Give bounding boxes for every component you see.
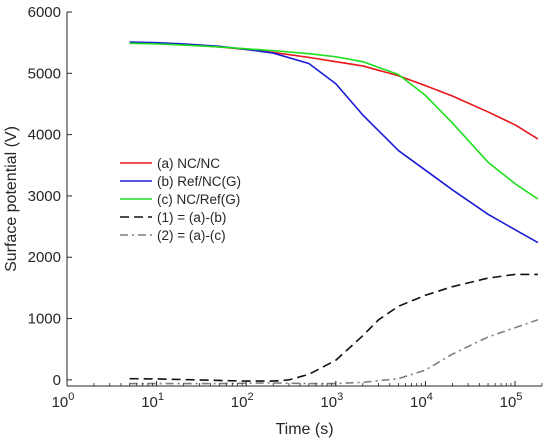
- series-line-2: [129, 41, 539, 244]
- axes: [66, 11, 543, 387]
- y-tick-label: 3000: [28, 188, 61, 205]
- legend-label-1: (a) NC/NC: [157, 156, 220, 171]
- x-tick-label: 101: [141, 391, 164, 411]
- series-line-3: [129, 42, 539, 200]
- y-tick-label: 2000: [28, 249, 61, 266]
- x-axis-label: Time (s): [275, 421, 333, 438]
- y-tick-label: 6000: [28, 4, 61, 21]
- x-tick-label: 105: [500, 391, 523, 411]
- legend-label-2: (b) Ref/NC(G): [157, 174, 241, 189]
- legend-label-3: (c) NC/Ref(G): [157, 192, 240, 207]
- y-tick-label: 1000: [28, 311, 61, 328]
- x-tick-label: 102: [231, 391, 254, 411]
- y-tick-label: 0: [53, 372, 61, 389]
- x-tick-label: 100: [52, 391, 75, 411]
- series-line-5: [129, 319, 539, 385]
- legend: (a) NC/NC (b) Ref/NC(G) (c) NC/Ref(G) (1) =…: [120, 156, 241, 243]
- y-axis-label: Surface potential (V): [3, 126, 20, 272]
- x-tick-label: 104: [410, 391, 433, 411]
- x-tick-label: 103: [320, 391, 343, 411]
- legend-label-4: (1) = (a)-(b): [157, 210, 226, 225]
- series-line-4: [129, 273, 538, 382]
- plot-area: [129, 41, 539, 385]
- y-tick-label: 5000: [28, 65, 61, 82]
- y-tick-label: 4000: [28, 127, 61, 144]
- legend-label-5: (2) = (a)-(c): [157, 228, 226, 243]
- tick-labels: 0 1000 2000 3000 4000 5000 6000 100 101 102 103 104…: [28, 4, 523, 411]
